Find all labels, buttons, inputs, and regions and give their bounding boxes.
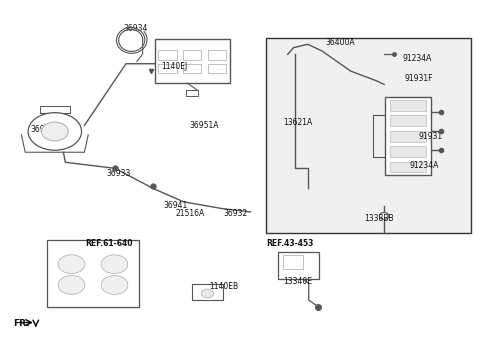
Bar: [192, 284, 223, 300]
Text: REF.43-453: REF.43-453: [266, 239, 313, 248]
Text: 1338BB: 1338BB: [364, 214, 394, 223]
Text: 21516A: 21516A: [176, 209, 205, 218]
Text: 13340E: 13340E: [283, 277, 312, 286]
Bar: [158, 50, 177, 60]
Text: 1140EJ: 1140EJ: [161, 62, 188, 71]
Text: 36900: 36900: [30, 125, 54, 134]
Bar: [155, 39, 230, 83]
Text: REF.61-640: REF.61-640: [85, 239, 132, 248]
Text: 36932: 36932: [223, 209, 248, 218]
Bar: [390, 100, 426, 111]
Bar: [183, 50, 201, 60]
Text: 36951A: 36951A: [190, 121, 219, 130]
Bar: [390, 115, 426, 126]
Circle shape: [379, 213, 389, 219]
Circle shape: [58, 255, 85, 273]
Text: 91931: 91931: [419, 131, 443, 141]
Text: 13621A: 13621A: [283, 118, 312, 127]
Text: 91234A: 91234A: [402, 54, 432, 63]
Circle shape: [41, 122, 68, 141]
Bar: [283, 255, 303, 269]
Circle shape: [201, 289, 214, 298]
Bar: [47, 240, 139, 307]
Text: 36941: 36941: [164, 201, 188, 210]
Text: 91234A: 91234A: [409, 161, 439, 170]
Bar: [183, 64, 201, 73]
Text: 36400A: 36400A: [326, 38, 356, 47]
Circle shape: [101, 275, 128, 294]
Bar: [278, 252, 319, 279]
Text: FR.: FR.: [13, 319, 30, 328]
Bar: [385, 97, 431, 175]
Bar: [390, 162, 426, 172]
Text: 36933: 36933: [107, 169, 131, 177]
Bar: [390, 146, 426, 157]
Bar: [158, 64, 177, 73]
Text: 36934: 36934: [123, 24, 147, 33]
Circle shape: [101, 255, 128, 273]
Bar: [208, 64, 226, 73]
Circle shape: [58, 275, 85, 294]
Bar: [208, 50, 226, 60]
Text: 91931F: 91931F: [405, 74, 433, 83]
Circle shape: [28, 113, 82, 150]
Bar: [390, 131, 426, 142]
Text: 1140EB: 1140EB: [209, 283, 238, 291]
Bar: [266, 38, 471, 233]
